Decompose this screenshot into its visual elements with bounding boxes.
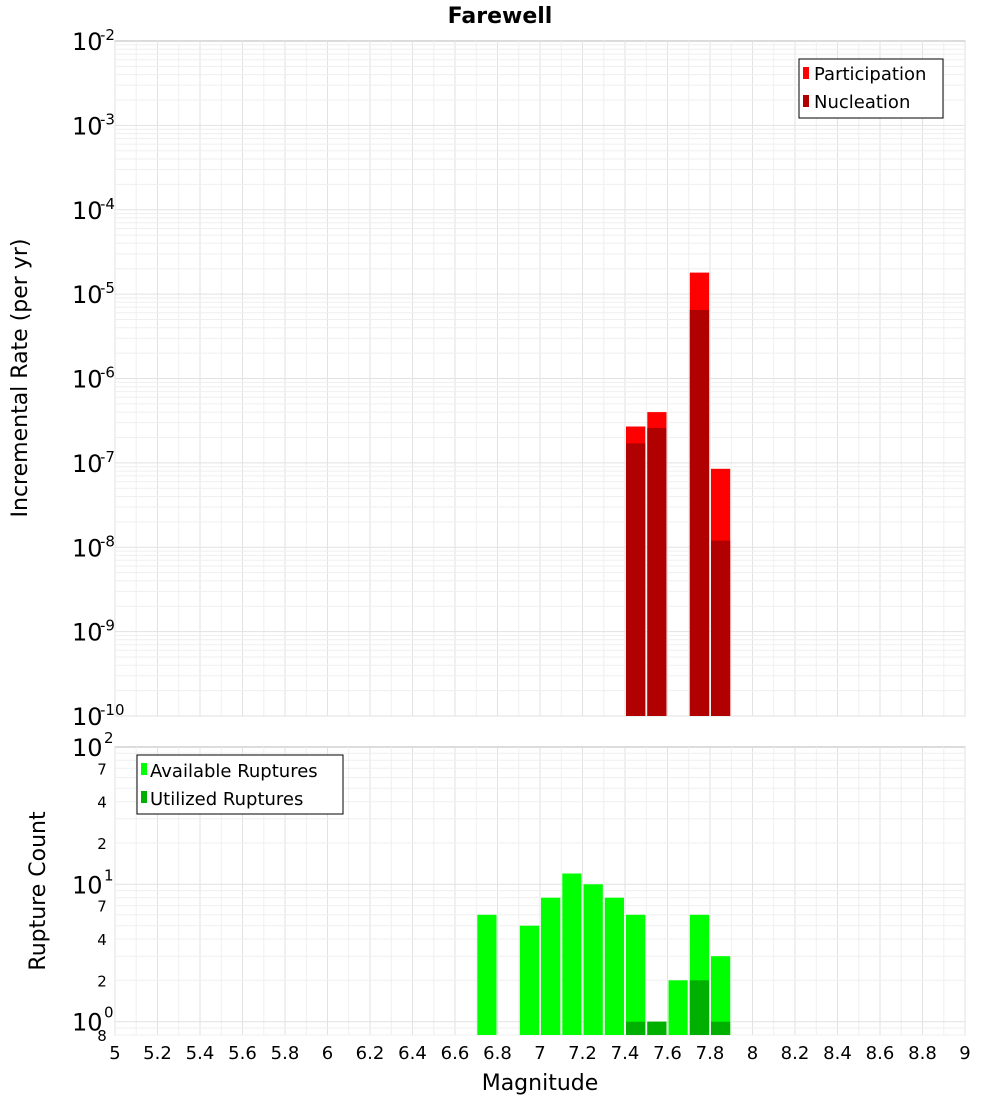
top-y-axis-label: Incremental Rate (per yr): [8, 239, 33, 518]
x-tick-label: 8.4: [823, 1043, 852, 1064]
x-tick-label: 5.2: [143, 1043, 172, 1064]
x-tick-label: 5: [109, 1043, 120, 1064]
top-plot-grid: [114, 41, 966, 717]
bar-available-ruptures: [477, 914, 497, 1035]
bar-available-ruptures: [519, 925, 540, 1035]
bottom-plot-bars: [477, 873, 731, 1035]
bottom-legend: Available Ruptures Utilized Ruptures: [136, 754, 344, 815]
bottom-plot-grid: [114, 747, 966, 1036]
y-tick-exponent: -9: [100, 617, 115, 635]
y-tick-label: 10: [72, 619, 103, 647]
legend-available-swatch: [141, 763, 147, 775]
x-tick-label: 7.4: [611, 1043, 640, 1064]
y-minor-tick-label: 8: [97, 1027, 107, 1045]
bar-available-ruptures: [711, 956, 731, 1035]
legend-nucleation-label: Nucleation: [814, 92, 910, 113]
y-tick-exponent: -6: [100, 364, 115, 382]
bar-available-ruptures: [583, 884, 603, 1035]
x-tick-label: 5.6: [228, 1043, 257, 1064]
legend-utilized-swatch: [141, 791, 147, 803]
legend-participation-swatch: [803, 67, 809, 79]
x-tick-label: 6.2: [356, 1043, 385, 1064]
legend-participation-label: Participation: [814, 64, 926, 85]
bar-nucleation: [647, 427, 667, 716]
x-tick-label: 6.8: [483, 1043, 512, 1064]
y-tick-label: 10: [72, 703, 103, 731]
y-minor-tick-label: 2: [97, 972, 107, 990]
y-tick-label: 10: [72, 197, 103, 225]
bottom-y-axis-label: Rupture Count: [26, 811, 51, 971]
y-tick-exponent: 1: [104, 866, 114, 884]
y-minor-tick-label: 4: [97, 794, 107, 812]
bar-utilized-ruptures: [711, 1021, 731, 1035]
y-tick-exponent: -5: [100, 279, 115, 297]
y-tick-exponent: -10: [100, 701, 125, 719]
y-tick-exponent: -7: [100, 448, 115, 466]
bar-utilized-ruptures: [689, 980, 710, 1035]
x-tick-label: 7: [534, 1043, 545, 1064]
x-tick-label: 7.6: [653, 1043, 682, 1064]
legend-nucleation-swatch: [803, 95, 809, 107]
bar-available-ruptures: [541, 897, 561, 1035]
bar-nucleation: [689, 309, 710, 716]
bar-utilized-ruptures: [626, 1021, 646, 1035]
bar-available-ruptures: [668, 980, 688, 1035]
x-tick-label: 7.8: [696, 1043, 725, 1064]
x-tick-label: 8.8: [908, 1043, 937, 1064]
x-tick-label: 8.6: [866, 1043, 895, 1064]
top-legend-box: [798, 58, 944, 119]
y-tick-label: 10: [72, 450, 103, 478]
y-tick-exponent: -2: [100, 26, 115, 44]
bar-available-ruptures: [562, 873, 582, 1035]
chart-title: Farewell: [448, 4, 553, 29]
y-tick-exponent: 0: [104, 1004, 114, 1022]
x-tick-label: 5.8: [271, 1043, 300, 1064]
y-tick-exponent: -3: [100, 110, 115, 128]
y-minor-tick-label: 7: [97, 898, 107, 916]
x-tick-label: 6.6: [441, 1043, 470, 1064]
x-tick-label: 8: [747, 1043, 758, 1064]
legend-utilized-label: Utilized Ruptures: [150, 789, 303, 810]
x-tick-label: 9: [959, 1043, 970, 1064]
y-minor-tick-label: 2: [97, 835, 107, 853]
y-tick-exponent: -4: [100, 195, 115, 213]
y-tick-exponent: 2: [104, 729, 114, 747]
bar-utilized-ruptures: [647, 1021, 667, 1035]
y-tick-label: 10: [72, 28, 103, 56]
y-tick-label: 10: [72, 281, 103, 309]
x-axis-label: Magnitude: [482, 1071, 599, 1096]
legend-available-label: Available Ruptures: [150, 761, 318, 782]
bar-nucleation: [626, 443, 646, 716]
x-tick-label: 6.4: [398, 1043, 427, 1064]
x-tick-label: 5.4: [186, 1043, 215, 1064]
y-tick-label: 10: [72, 734, 103, 762]
y-minor-tick-label: 7: [97, 760, 107, 778]
x-tick-label: 8.2: [781, 1043, 810, 1064]
x-axis-ticks: 5 5.2 5.4 5.6 5.8 6 6.2 6.4 6.6 6.8 7 7.2 7.4 7.6 7.8 8…: [109, 1043, 970, 1064]
bottom-legend-box: [136, 754, 344, 815]
y-tick-label: 10: [72, 871, 103, 899]
top-plot-bars: [626, 272, 731, 716]
y-tick-label: 10: [72, 366, 103, 394]
bar-available-ruptures: [604, 897, 624, 1035]
y-tick-label: 10: [72, 112, 103, 140]
x-tick-label: 6: [322, 1043, 333, 1064]
y-tick-label: 10: [72, 1009, 103, 1037]
y-minor-tick-label: 4: [97, 931, 107, 949]
top-legend: Participation Nucleation: [798, 58, 944, 119]
y-tick-label: 10: [72, 534, 103, 562]
x-tick-label: 7.2: [568, 1043, 597, 1064]
bar-nucleation: [711, 540, 731, 716]
y-tick-exponent: -8: [100, 532, 115, 550]
bar-available-ruptures: [626, 914, 646, 1035]
